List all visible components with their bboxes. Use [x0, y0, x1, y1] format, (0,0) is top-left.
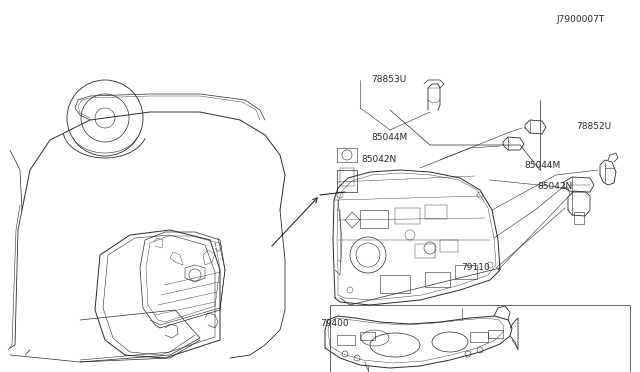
Text: 78853U: 78853U: [371, 76, 406, 84]
Text: 79400: 79400: [320, 319, 349, 328]
Text: 85042N: 85042N: [538, 182, 573, 190]
Bar: [488, 330, 503, 338]
Bar: [425, 272, 450, 287]
Text: 79110: 79110: [461, 263, 490, 272]
Bar: [395, 208, 420, 224]
Bar: [337, 335, 355, 345]
Bar: [455, 265, 477, 279]
Bar: [360, 210, 388, 228]
Text: 78852U: 78852U: [576, 122, 611, 131]
Bar: [415, 244, 435, 258]
Bar: [337, 170, 357, 192]
Bar: [425, 205, 447, 219]
Text: 85044M: 85044M: [525, 161, 561, 170]
Bar: [440, 240, 458, 252]
Bar: [330, 305, 630, 372]
Bar: [340, 168, 354, 186]
Text: J7900007T: J7900007T: [557, 15, 605, 24]
Bar: [360, 332, 375, 340]
Text: 85044M: 85044M: [371, 133, 408, 142]
Bar: [380, 275, 410, 293]
Bar: [574, 212, 584, 224]
Text: 85042N: 85042N: [362, 155, 397, 164]
Bar: [470, 332, 488, 342]
